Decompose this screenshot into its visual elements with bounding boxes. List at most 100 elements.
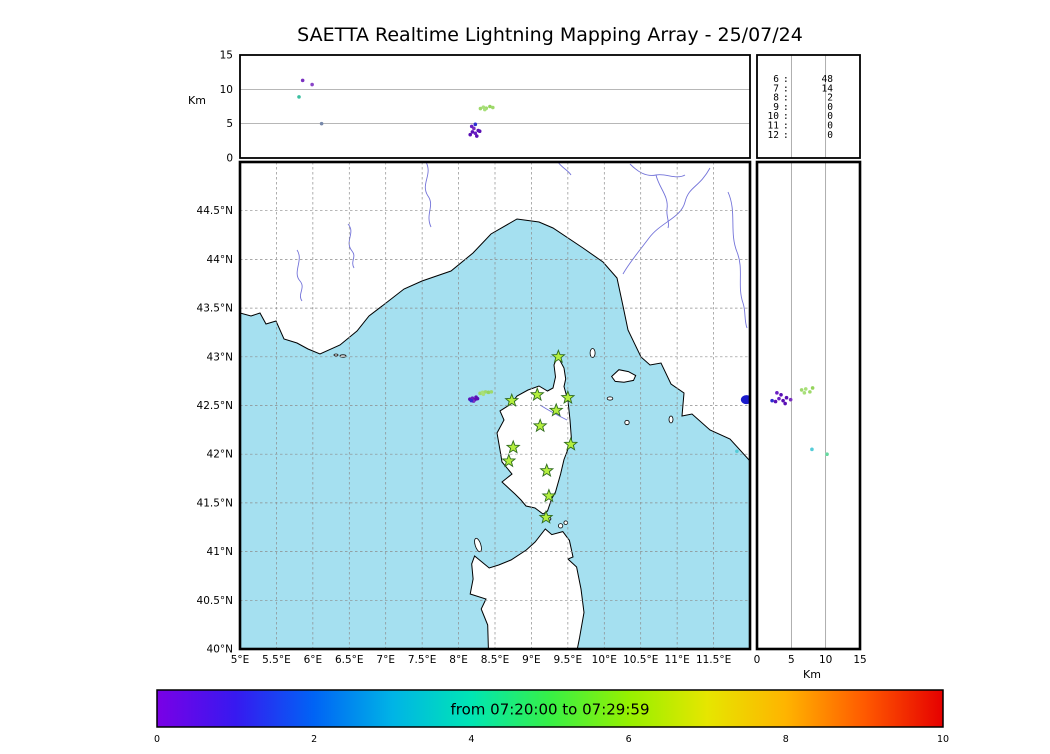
lightning-point (473, 131, 478, 136)
station-star (538, 509, 554, 524)
sardinia-island (469, 528, 585, 649)
lightning-point (784, 395, 789, 400)
lat-tick-label: 42°N (207, 449, 233, 461)
station-star (501, 453, 517, 468)
km-axis-ticks: 0 5 10 15 (754, 654, 867, 666)
count-colon: : (783, 121, 789, 132)
lightning-point (483, 390, 488, 394)
river (296, 249, 303, 302)
lightning-point (310, 82, 314, 87)
lightning-point (808, 390, 812, 394)
count-colon: : (783, 83, 789, 94)
corsica-island (496, 354, 573, 515)
count-colon: : (783, 74, 789, 85)
mainland-coast (240, 162, 750, 462)
count-value: 0 (827, 130, 833, 141)
alt-vs-lon-frame (239, 54, 751, 159)
lon-tick-label: 8.5°E (481, 654, 510, 666)
colorbar-label: from 07:20:00 to 07:29:59 (450, 701, 649, 719)
lightning-point (489, 390, 494, 394)
hourly-counts-panel: 6: 48 7: 14 8: 2 9: 0 10: 0 11: 0 12: 0 (756, 54, 861, 159)
rivers (296, 162, 748, 421)
station-star (541, 488, 557, 503)
lightning-point (802, 391, 807, 395)
lightning-point (319, 121, 324, 126)
lightning-point (477, 129, 482, 134)
lon-tick-label: 7°E (376, 654, 395, 666)
lightning-point (773, 399, 778, 404)
lon-tick-label: 5.5°E (262, 654, 291, 666)
lightning-cluster-blob (740, 395, 750, 405)
map-stations (501, 349, 579, 524)
map-grid (240, 162, 750, 649)
lon-tick-label: 9°E (522, 654, 541, 666)
lon-tick-label: 7.5°E (408, 654, 437, 666)
hyeres-island-2 (333, 353, 339, 357)
lightning-point (799, 388, 804, 392)
alt-vs-lat-grid (790, 162, 827, 649)
map-content (240, 162, 750, 649)
lightning-point (300, 78, 305, 83)
alt-vs-lon-background (240, 55, 750, 158)
count-value: 0 (827, 111, 833, 122)
alt-axis-label: Km (188, 94, 206, 107)
river (424, 162, 432, 228)
count-value: 14 (822, 83, 834, 94)
alt-tick-label: 10 (220, 84, 233, 96)
lon-tick-label: 11°E (665, 654, 690, 666)
colorbar-tick-label: 0 (154, 734, 160, 745)
count-hour: 7 (773, 83, 779, 94)
station-star (563, 436, 579, 451)
capraia-island (589, 348, 596, 358)
station-star (560, 389, 576, 405)
lightning-point (781, 398, 785, 403)
lightning-point (775, 391, 779, 395)
lon-tick-label: 5°E (231, 654, 250, 666)
km-tick-label: 10 (819, 654, 832, 666)
count-hour: 8 (773, 93, 779, 104)
counts-grid (790, 55, 827, 158)
lat-tick-label: 40.5°N (197, 595, 233, 607)
lat-axis-ticks: 40°N 40.5°N 41°N 41.5°N 42°N 42.5°N 43°N 43.5°N… (197, 205, 233, 655)
lightning-point (478, 106, 483, 111)
alt-vs-lat-frame (755, 160, 862, 651)
lightning-point (488, 104, 492, 109)
alt-tick-label: 5 (226, 118, 233, 130)
count-colon: : (783, 102, 789, 113)
lon-tick-label: 6.5°E (335, 654, 364, 666)
count-hour: 11 (768, 121, 780, 132)
counts-frame (756, 54, 861, 159)
lightning-point (469, 124, 474, 129)
count-colon: : (783, 130, 789, 141)
count-colon: : (783, 111, 789, 122)
alt-axis-ticks: 0 5 10 15 (220, 50, 233, 165)
lat-tick-label: 44°N (207, 254, 233, 266)
colorbar-tick-label: 8 (783, 734, 789, 745)
lightning-point (770, 398, 774, 403)
lightning-point (735, 449, 739, 454)
km-tick-label: 0 (754, 654, 761, 666)
lat-tick-label: 41°N (207, 546, 233, 558)
lightning-point (473, 122, 478, 127)
alt-vs-lat-points (770, 386, 829, 457)
count-value: 48 (822, 74, 834, 85)
lightning-point (491, 105, 495, 110)
lightning-point (777, 396, 781, 401)
lon-tick-label: 8°E (449, 654, 468, 666)
lightning-point (468, 132, 473, 137)
count-hour: 12 (768, 130, 779, 141)
map-panel (238, 160, 752, 651)
lightning-point (483, 107, 487, 112)
time-colorbar (156, 689, 944, 728)
lon-tick-label: 11.5°E (696, 654, 731, 666)
alt-vs-lon-grid (240, 88, 750, 125)
lightning-point (810, 447, 814, 452)
station-star (539, 462, 555, 478)
river (539, 404, 568, 421)
map-frame (238, 160, 752, 651)
station-star (504, 392, 520, 407)
station-star (505, 439, 521, 454)
alt-tick-label: 0 (226, 153, 233, 165)
